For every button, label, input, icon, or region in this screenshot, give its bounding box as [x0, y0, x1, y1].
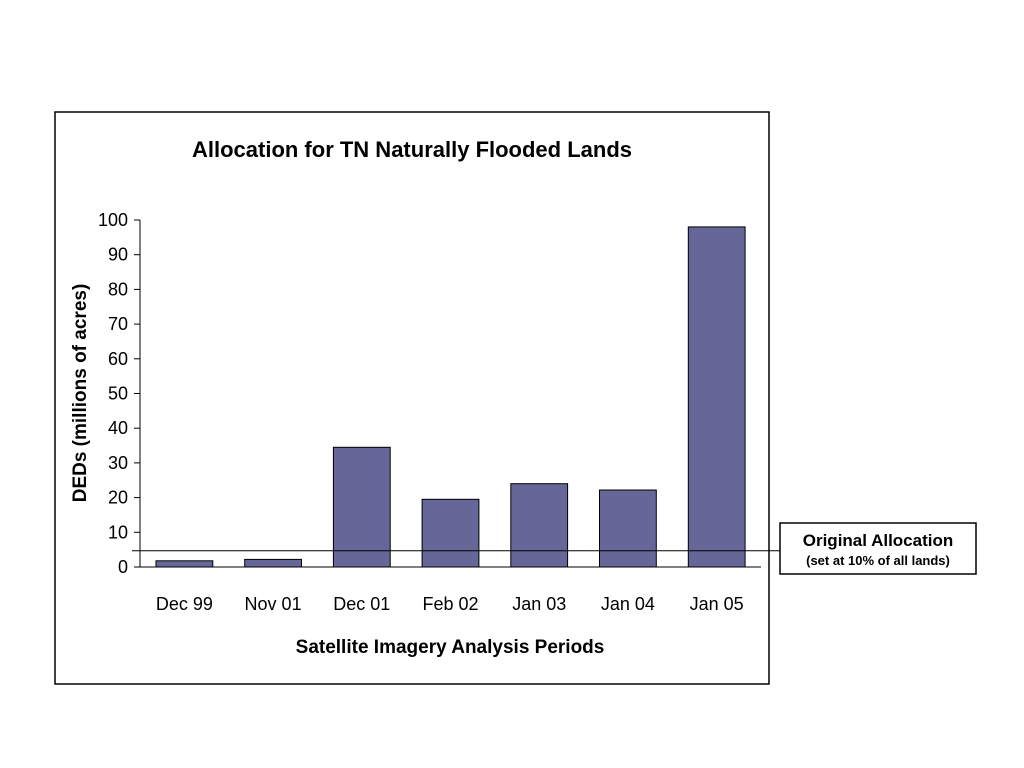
x-tick-label: Nov 01 [245, 594, 302, 614]
bar [510, 483, 569, 568]
y-tick-label: 70 [108, 314, 128, 334]
x-tick-label: Dec 99 [156, 594, 213, 614]
bar [421, 498, 480, 568]
chart-title: Allocation for TN Naturally Flooded Land… [192, 137, 632, 162]
y-tick-label: 0 [118, 557, 128, 577]
y-tick-label: 40 [108, 418, 128, 438]
callout-sublabel: (set at 10% of all lands) [806, 553, 950, 568]
plot-area: 0 10 20 30 40 50 60 70 80 90 100 Dec 99 Nov 01 Dec 01… [98, 210, 780, 614]
y-tick-label: 50 [108, 384, 128, 404]
y-tick-label: 80 [108, 279, 128, 299]
y-tick-label: 20 [108, 488, 128, 508]
x-tick-label: Jan 04 [601, 594, 655, 614]
bar [155, 560, 214, 568]
x-tick-label: Feb 02 [422, 594, 478, 614]
bar [599, 489, 657, 568]
bar [687, 226, 746, 568]
chart-frame [54, 111, 770, 685]
y-axis-title: DEDs (millions of acres) [70, 284, 91, 503]
y-tick-label: 60 [108, 349, 128, 369]
callout-label: Original Allocation [803, 531, 954, 550]
y-tick-label: 10 [108, 522, 128, 542]
y-tick-label: 30 [108, 453, 128, 473]
y-tick-label: 90 [108, 245, 128, 265]
reference-callout: Original Allocation (set at 10% of all l… [779, 522, 977, 575]
x-tick-label: Dec 01 [333, 594, 390, 614]
x-tick-label: Jan 03 [512, 594, 566, 614]
y-tick-label: 100 [98, 210, 128, 230]
x-axis-title: Satellite Imagery Analysis Periods [296, 637, 605, 658]
bar [332, 446, 391, 568]
callout-box [779, 522, 977, 575]
bar [244, 558, 302, 568]
x-tick-label: Jan 05 [690, 594, 744, 614]
